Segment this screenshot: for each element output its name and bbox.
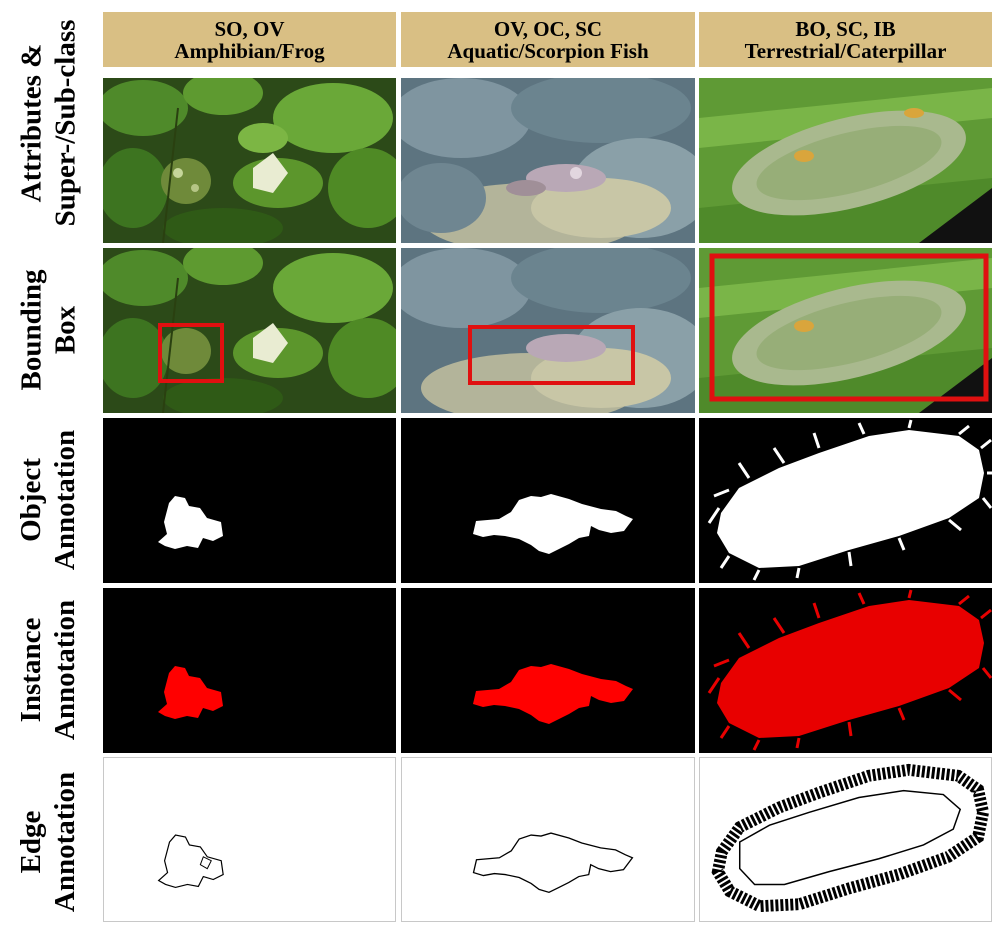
scorpion-fish-object-mask: [401, 418, 695, 583]
frog-edge-map: [103, 757, 396, 922]
class-text: Amphibian/Frog: [174, 38, 325, 63]
bounding-box: [158, 323, 224, 383]
bounding-box: [709, 253, 989, 402]
caterpillar-bbox-image: [699, 248, 992, 413]
frog-object-mask: [103, 418, 396, 583]
attributes-text: BO, SC, IB: [795, 16, 896, 41]
bounding-box: [468, 325, 635, 385]
caterpillar-edge-map: [699, 757, 992, 922]
row-label-bounding-box: Bounding Box: [15, 269, 82, 391]
attributes-text: OV, OC, SC: [493, 16, 603, 41]
caterpillar-image: [699, 78, 992, 243]
row-label-edge-annotation: Edge Annotation: [15, 771, 82, 913]
row-label-attributes: Attributes & Super-/Sub-class: [15, 19, 81, 226]
scorpion-fish-image: [401, 78, 695, 243]
frog-instance-mask: [103, 588, 396, 753]
scorpion-fish-edge-map: [401, 757, 695, 922]
column-header-frog: SO, OV Amphibian/Frog: [103, 12, 396, 67]
class-text: Aquatic/Scorpion Fish: [447, 38, 649, 63]
caterpillar-instance-mask: [699, 588, 992, 753]
frog-image: [103, 78, 396, 243]
attributes-text: SO, OV: [214, 16, 285, 41]
caterpillar-object-mask: [699, 418, 992, 583]
column-header-caterpillar: BO, SC, IB Terrestrial/Caterpillar: [699, 12, 992, 67]
class-text: Terrestrial/Caterpillar: [744, 38, 947, 63]
column-header-scorpion-fish: OV, OC, SC Aquatic/Scorpion Fish: [401, 12, 695, 67]
row-label-object-annotation: Object Annotation: [15, 429, 82, 571]
scorpion-fish-instance-mask: [401, 588, 695, 753]
scorpion-fish-bbox-image: [401, 248, 695, 413]
frog-bbox-image: [103, 248, 396, 413]
row-label-instance-annotation: Instance Annotation: [15, 599, 82, 741]
